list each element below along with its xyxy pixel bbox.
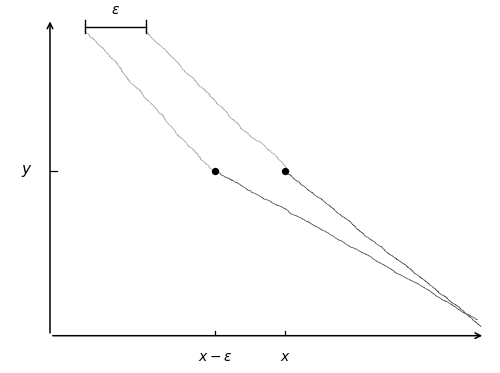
Point [212,168,220,174]
Text: $x-\varepsilon$: $x-\varepsilon$ [198,350,232,364]
Text: $y$: $y$ [21,163,32,179]
Text: $x$: $x$ [280,350,290,364]
Text: $\varepsilon$: $\varepsilon$ [110,3,120,17]
Point [281,168,289,174]
